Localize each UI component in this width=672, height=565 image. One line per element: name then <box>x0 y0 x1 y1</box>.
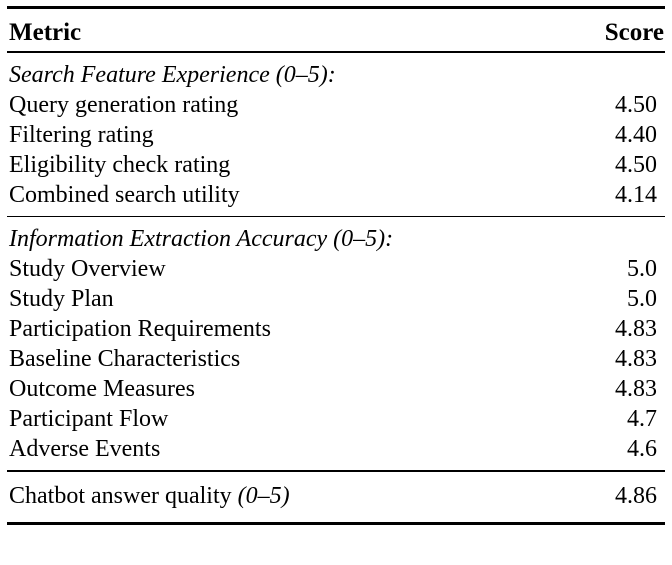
section-information-extraction-accuracy: Information Extraction Accuracy (0–5): S… <box>7 217 665 470</box>
metric-label: Chatbot answer quality (0–5) <box>7 481 290 511</box>
table-row: Participant Flow 4.7 <box>7 404 665 434</box>
metrics-table: Metric Score Search Feature Experience (… <box>7 6 665 525</box>
metric-label: Participant Flow <box>9 406 169 433</box>
mid-rule <box>7 470 665 472</box>
metric-label: Outcome Measures <box>9 376 195 403</box>
header-rule <box>7 51 665 53</box>
score-value: 4.83 <box>615 316 657 343</box>
table-row: Study Overview 5.0 <box>7 254 665 284</box>
table-header-row: Metric Score <box>7 9 665 51</box>
section-title: Search Feature Experience (0–5): <box>9 61 336 88</box>
table-row-chatbot-answer-quality: Chatbot answer quality (0–5) 4.86 <box>7 472 665 522</box>
metric-label: Query generation rating <box>9 91 239 118</box>
table-row: Adverse Events 4.6 <box>7 434 665 464</box>
column-header-metric: Metric <box>9 19 82 46</box>
table-row: Eligibility check rating 4.50 <box>7 150 665 180</box>
metric-label: Baseline Characteristics <box>9 346 241 373</box>
score-value: 4.50 <box>615 91 657 118</box>
metric-label-range: (0–5) <box>237 482 290 509</box>
mid-rule <box>7 215 665 218</box>
table-row: Filtering rating 4.40 <box>7 120 665 150</box>
score-value: 4.86 <box>615 482 657 509</box>
top-rule <box>7 6 665 9</box>
score-value: 4.7 <box>627 406 657 433</box>
metric-label: Participation Requirements <box>9 316 271 343</box>
score-value: 5.0 <box>627 286 657 313</box>
score-value: 4.50 <box>615 151 657 178</box>
table-row: Combined search utility 4.14 <box>7 180 665 210</box>
section-title: Information Extraction Accuracy (0–5): <box>9 226 394 253</box>
score-value: 4.83 <box>615 346 657 373</box>
metric-label: Filtering rating <box>9 121 154 148</box>
metric-label: Adverse Events <box>9 436 161 463</box>
score-value: 4.14 <box>615 181 657 208</box>
metric-label: Combined search utility <box>9 181 240 208</box>
table-row: Baseline Characteristics 4.83 <box>7 344 665 374</box>
metric-label: Eligibility check rating <box>9 151 231 178</box>
metric-label-text: Chatbot answer quality <box>9 482 232 509</box>
score-value: 4.40 <box>615 121 657 148</box>
score-value: 4.6 <box>627 436 657 463</box>
column-header-score: Score <box>604 19 664 46</box>
table-row: Outcome Measures 4.83 <box>7 374 665 404</box>
metric-label: Study Overview <box>9 256 166 283</box>
table-row: Study Plan 5.0 <box>7 284 665 314</box>
score-value: 4.83 <box>615 376 657 403</box>
bottom-rule <box>7 521 665 525</box>
score-value: 5.0 <box>627 256 657 283</box>
section-search-feature-experience: Search Feature Experience (0–5): Query g… <box>7 53 665 216</box>
table-row: Query generation rating 4.50 <box>7 90 665 120</box>
metric-label: Study Plan <box>9 286 114 313</box>
table-row: Participation Requirements 4.83 <box>7 314 665 344</box>
